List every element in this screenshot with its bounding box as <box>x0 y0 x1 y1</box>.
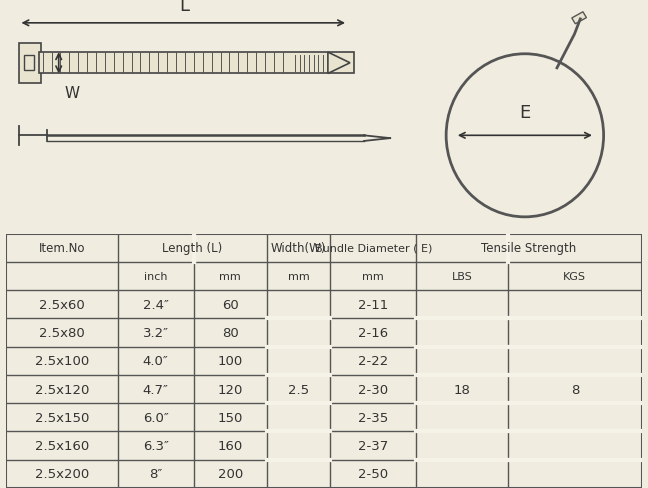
Text: 2.5x160: 2.5x160 <box>35 439 89 452</box>
Text: 2-30: 2-30 <box>358 383 388 396</box>
Text: 120: 120 <box>218 383 243 396</box>
Bar <box>24 56 34 71</box>
Text: mm: mm <box>220 271 241 282</box>
Text: 2-37: 2-37 <box>358 439 388 452</box>
Text: L: L <box>179 0 189 16</box>
Text: 160: 160 <box>218 439 243 452</box>
Text: 8″: 8″ <box>149 468 163 480</box>
Text: 2.5x200: 2.5x200 <box>35 468 89 480</box>
Text: 2.5x60: 2.5x60 <box>39 298 85 311</box>
Text: LBS: LBS <box>452 271 472 282</box>
Text: Length (L): Length (L) <box>162 242 222 255</box>
Text: KGS: KGS <box>563 271 586 282</box>
Text: 2-50: 2-50 <box>358 468 388 480</box>
Text: 3.2″: 3.2″ <box>143 326 168 340</box>
Text: 2-16: 2-16 <box>358 326 388 340</box>
Text: 200: 200 <box>218 468 243 480</box>
Bar <box>572 13 586 25</box>
Text: 60: 60 <box>222 298 238 311</box>
Text: E: E <box>519 104 531 122</box>
Text: Bundle Diameter ( E): Bundle Diameter ( E) <box>314 244 432 253</box>
Text: 8: 8 <box>571 383 579 396</box>
Text: 2.5x100: 2.5x100 <box>35 355 89 367</box>
Text: 80: 80 <box>222 326 238 340</box>
Text: inch: inch <box>144 271 167 282</box>
Text: mm: mm <box>288 271 310 282</box>
Text: 2.5x150: 2.5x150 <box>35 411 89 424</box>
Text: 100: 100 <box>218 355 243 367</box>
Bar <box>19 43 41 84</box>
Text: Item.No: Item.No <box>39 242 86 255</box>
Text: Width(W): Width(W) <box>271 242 327 255</box>
Text: 2-11: 2-11 <box>358 298 388 311</box>
Text: 2.4″: 2.4″ <box>143 298 168 311</box>
Text: 2.5x80: 2.5x80 <box>39 326 85 340</box>
Text: Tensile Strength: Tensile Strength <box>481 242 577 255</box>
Text: 18: 18 <box>454 383 470 396</box>
Text: 4.7″: 4.7″ <box>143 383 168 396</box>
Text: 2-22: 2-22 <box>358 355 388 367</box>
Bar <box>39 53 354 74</box>
Text: 4.0″: 4.0″ <box>143 355 168 367</box>
Text: 2.5: 2.5 <box>288 383 309 396</box>
Polygon shape <box>328 53 350 74</box>
Text: 6.3″: 6.3″ <box>143 439 168 452</box>
Text: 2-35: 2-35 <box>358 411 388 424</box>
Text: 2.5x120: 2.5x120 <box>35 383 89 396</box>
Text: 6.0″: 6.0″ <box>143 411 168 424</box>
Text: mm: mm <box>362 271 384 282</box>
Text: W: W <box>65 85 80 101</box>
Text: 150: 150 <box>218 411 243 424</box>
